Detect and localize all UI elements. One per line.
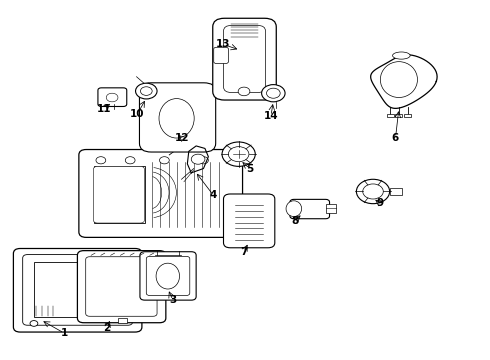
FancyBboxPatch shape [223, 26, 266, 93]
Text: 2: 2 [103, 323, 111, 333]
Circle shape [30, 320, 38, 326]
Bar [404, 114, 411, 117]
Text: 5: 5 [246, 163, 253, 174]
FancyBboxPatch shape [86, 257, 157, 316]
Bar [118, 318, 127, 323]
Bar [390, 188, 402, 195]
Text: 6: 6 [392, 133, 399, 143]
Text: 8: 8 [291, 216, 298, 226]
FancyBboxPatch shape [213, 18, 276, 100]
Bar [395, 114, 402, 117]
Text: 4: 4 [210, 190, 217, 200]
Text: 10: 10 [130, 109, 145, 119]
Circle shape [159, 157, 169, 164]
Circle shape [363, 184, 383, 199]
Circle shape [136, 83, 157, 99]
FancyBboxPatch shape [77, 251, 166, 323]
Bar [34, 262, 121, 317]
Circle shape [356, 179, 390, 204]
Bar [387, 114, 393, 117]
Ellipse shape [380, 62, 417, 98]
Circle shape [228, 147, 249, 162]
FancyBboxPatch shape [94, 166, 145, 223]
Polygon shape [370, 55, 437, 108]
FancyBboxPatch shape [223, 194, 275, 248]
Text: 1: 1 [61, 328, 68, 338]
Circle shape [191, 154, 205, 164]
Bar [326, 204, 336, 213]
FancyBboxPatch shape [290, 199, 330, 219]
FancyBboxPatch shape [79, 149, 243, 237]
Circle shape [267, 88, 280, 98]
Circle shape [222, 142, 255, 166]
Circle shape [141, 87, 152, 95]
Text: 14: 14 [264, 111, 278, 121]
FancyBboxPatch shape [214, 47, 228, 63]
Circle shape [198, 157, 208, 164]
Bar [94, 166, 145, 223]
Ellipse shape [156, 263, 179, 289]
FancyBboxPatch shape [140, 83, 216, 152]
Text: 3: 3 [169, 295, 176, 305]
Text: 9: 9 [376, 198, 383, 208]
Circle shape [262, 85, 285, 102]
Text: 12: 12 [175, 134, 190, 143]
Circle shape [238, 87, 250, 96]
Text: 11: 11 [97, 104, 112, 114]
FancyBboxPatch shape [147, 256, 190, 296]
Ellipse shape [286, 201, 302, 217]
Ellipse shape [392, 52, 410, 59]
FancyBboxPatch shape [98, 88, 127, 107]
Ellipse shape [159, 99, 194, 138]
Circle shape [96, 157, 106, 164]
Circle shape [125, 157, 135, 164]
Text: 7: 7 [240, 247, 247, 257]
FancyBboxPatch shape [13, 248, 142, 332]
FancyBboxPatch shape [23, 255, 133, 325]
Ellipse shape [106, 93, 118, 102]
Text: 13: 13 [216, 40, 231, 49]
FancyBboxPatch shape [140, 252, 196, 300]
